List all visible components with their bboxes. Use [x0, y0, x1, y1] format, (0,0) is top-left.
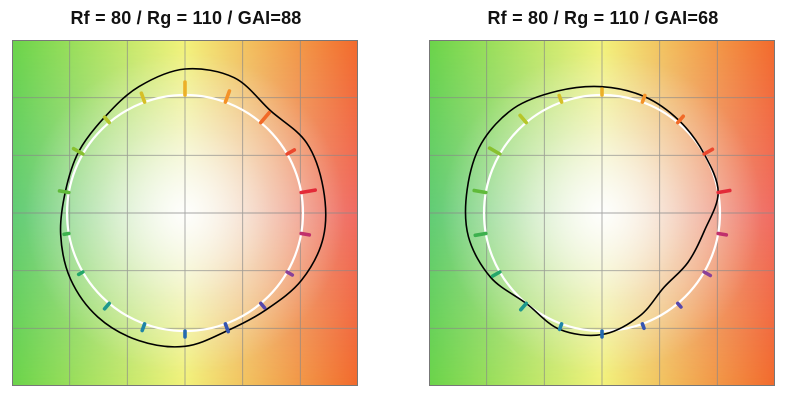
hue-bin-arrow — [472, 188, 488, 195]
hue-bin-arrow — [76, 270, 85, 277]
hue-bin-arrow — [702, 270, 713, 278]
hue-bin-arrow — [285, 148, 297, 156]
hue-bin-arrow — [259, 301, 267, 310]
panel-title: Rf = 80 / Rg = 110 / GAI=68 — [487, 8, 719, 28]
hue-bin-arrow — [702, 147, 715, 156]
hue-bin-arrow — [676, 301, 683, 309]
hue-bin-arrow — [139, 91, 147, 104]
hue-bin-arrow — [557, 93, 564, 104]
hue-bin-arrow — [716, 188, 732, 195]
hue-bin-arrow — [299, 188, 318, 195]
plot-border — [12, 40, 358, 386]
hue-bin-arrow — [676, 114, 685, 125]
hue-bin-arrow — [557, 322, 564, 332]
hue-bin-arrow — [640, 93, 647, 104]
grid — [12, 40, 358, 386]
hue-bin-arrow — [487, 146, 502, 156]
hue-bin-arrow — [57, 189, 71, 195]
test-source-outline — [59, 67, 327, 348]
hue-bin-arrow — [140, 322, 147, 333]
hue-bin-arrow — [640, 322, 646, 331]
hue-bin-arrow — [299, 231, 312, 237]
hue-bin-arrow — [223, 322, 230, 334]
color-vector-plot — [429, 40, 775, 386]
hue-bin-arrow — [473, 231, 488, 238]
hue-bin-arrow — [223, 89, 232, 104]
hue-bin-arrow — [102, 301, 111, 311]
hue-bin-arrow — [71, 146, 85, 156]
hue-bin-arrow — [716, 231, 729, 237]
panel-title: Rf = 80 / Rg = 110 / GAI=88 — [70, 8, 302, 28]
hue-bin-arrow — [62, 231, 71, 237]
hue-bin-arrow — [259, 110, 272, 125]
hue-bin-arrow — [490, 270, 502, 278]
hue-bin-arrow — [518, 113, 528, 125]
color-vector-graphic-right: Rf = 80 / Rg = 110 / GAI=68 — [423, 0, 783, 400]
hue-bin-arrow — [285, 270, 295, 277]
hue-bin-arrow — [102, 115, 111, 125]
grid — [429, 40, 775, 386]
color-vector-graphic-left: Rf = 80 / Rg = 110 / GAI=88 — [6, 0, 366, 400]
color-vector-plot — [12, 40, 358, 386]
plot-border — [429, 40, 775, 386]
hue-bin-arrow — [519, 301, 528, 312]
